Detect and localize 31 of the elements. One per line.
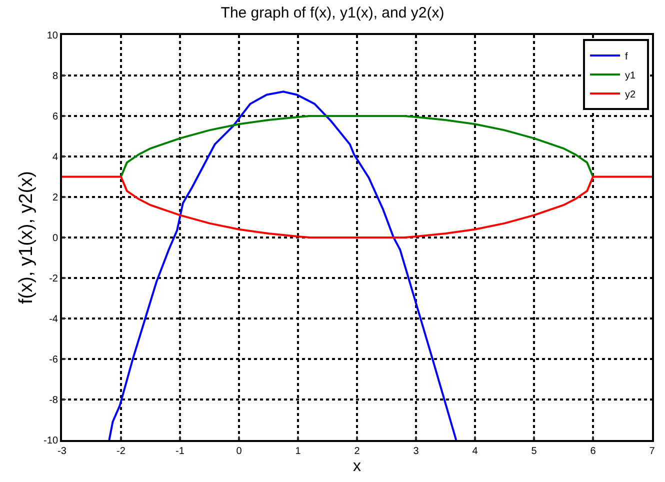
legend-label: y2 — [625, 89, 642, 100]
y-tick-label: 4 — [52, 152, 58, 163]
y-tick-label: -8 — [49, 395, 58, 406]
x-tick-label: -2 — [116, 446, 126, 457]
chart-title: The graph of f(x), y1(x), and y2(x) — [220, 4, 444, 22]
x-tick-label: 4 — [472, 446, 478, 457]
y-tick-label: -2 — [49, 274, 58, 284]
x-tick-label: 1 — [295, 446, 302, 457]
y-tick-label: -6 — [49, 354, 58, 366]
y-tick-label: 10 — [46, 30, 58, 42]
x-tick-label: 3 — [413, 446, 420, 457]
x-tick-label: 6 — [590, 446, 596, 457]
legend-label: f — [625, 51, 634, 62]
x-axis-title: x — [353, 458, 361, 476]
y-tick-label: 2 — [52, 192, 58, 204]
line-series — [108, 90, 458, 440]
y-tick-label: 6 — [52, 112, 58, 122]
y-tick-label: 0 — [52, 233, 58, 244]
legend-label: y1 — [625, 70, 642, 82]
x-tick-label: -1 — [176, 446, 185, 457]
x-tick-label: 0 — [236, 446, 242, 457]
y-tick-label: 8 — [52, 71, 58, 82]
line-series — [62, 176, 652, 238]
y-axis-title: f(x), y1(x), y2(x) — [16, 171, 37, 304]
x-tick-label: 5 — [531, 446, 538, 457]
x-tick-label: -3 — [58, 446, 67, 457]
x-tick-label: 2 — [354, 446, 360, 457]
line-series — [120, 115, 594, 178]
y-tick-label: -10 — [44, 436, 58, 446]
x-tick-label: 7 — [649, 446, 656, 457]
y-tick-label: -4 — [49, 314, 58, 325]
